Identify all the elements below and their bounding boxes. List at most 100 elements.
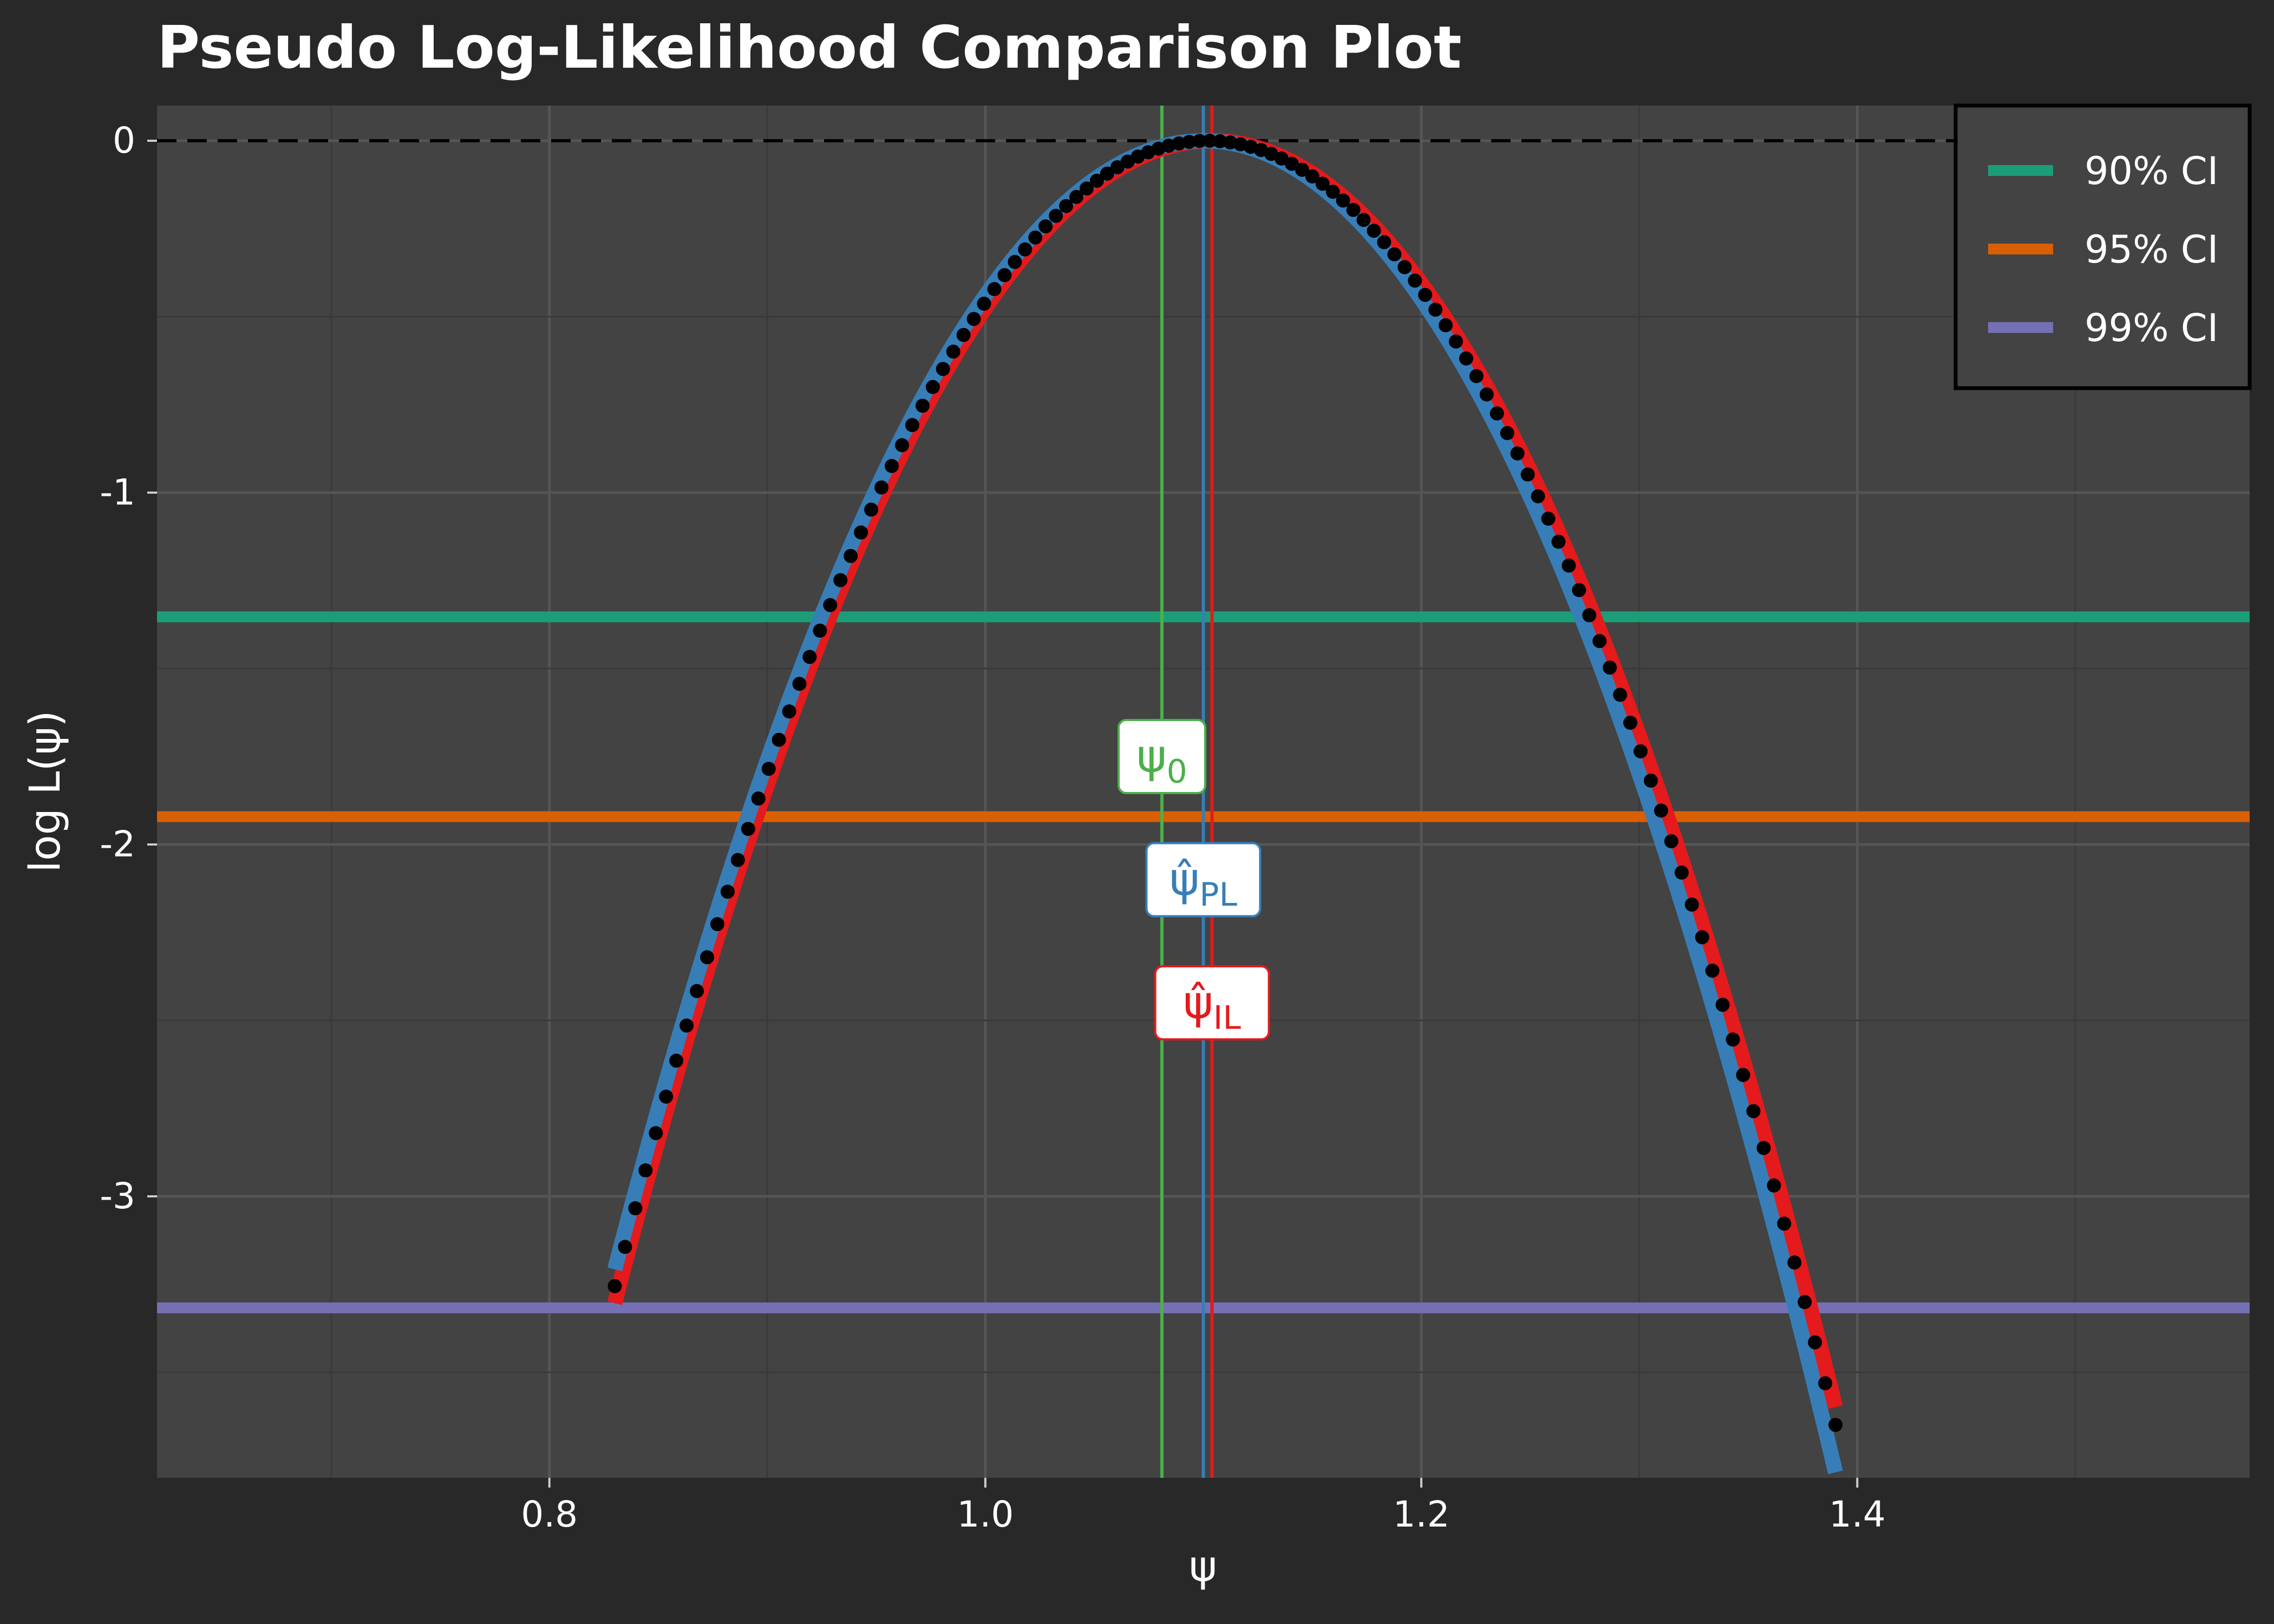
data-point (1439, 318, 1453, 332)
data-point (761, 762, 776, 776)
data-point (1756, 1141, 1771, 1155)
estimate-label: ψ0 (1118, 719, 1207, 794)
y-tick-label: -2 (100, 823, 135, 865)
data-point (669, 1053, 684, 1068)
data-point (1100, 166, 1114, 181)
data-point (1028, 230, 1043, 245)
data-point (1726, 1032, 1740, 1047)
data-point (864, 502, 879, 517)
data-point (1541, 512, 1556, 526)
data-point (1089, 173, 1104, 188)
legend-label: 90% CI (2084, 149, 2218, 193)
y-tick-label: 0 (113, 120, 135, 161)
data-point (1684, 898, 1699, 912)
data-point (607, 1279, 622, 1293)
data-point (730, 853, 745, 867)
data-point (1469, 369, 1484, 383)
data-point (1746, 1104, 1761, 1118)
data-point (885, 459, 899, 473)
y-tick-label: -1 (100, 472, 135, 513)
data-point (1356, 213, 1371, 227)
data-point (679, 1018, 694, 1033)
data-point (751, 791, 766, 806)
data-point (782, 704, 796, 719)
data-point (1479, 387, 1494, 402)
data-point (1561, 558, 1576, 573)
data-point (1408, 273, 1422, 288)
estimate-label-text: ψ̂IL (1183, 976, 1241, 1037)
data-point (1623, 716, 1638, 730)
data-point (710, 917, 724, 932)
data-point (956, 328, 971, 342)
data-point (1500, 426, 1514, 440)
data-point (936, 362, 950, 376)
data-point (792, 677, 807, 691)
data-point (1664, 834, 1678, 848)
data-point (1715, 998, 1730, 1012)
y-axis-title: log L(ψ) (21, 710, 70, 872)
data-point (1777, 1216, 1792, 1231)
estimate-label-box (1154, 965, 1270, 1040)
data-point (1510, 446, 1525, 461)
data-point (1633, 744, 1648, 758)
data-point (638, 1163, 653, 1177)
data-point (874, 480, 889, 495)
data-point (1018, 242, 1033, 257)
data-point (1059, 199, 1074, 213)
data-point (1551, 534, 1566, 549)
estimate-label-text: ψ̂PL (1169, 853, 1238, 914)
data-point (1377, 235, 1391, 250)
likelihood-points (607, 134, 1843, 1432)
estimate-label: ψ̂IL (1154, 965, 1270, 1040)
data-point (1305, 169, 1319, 184)
data-point (1828, 1418, 1843, 1432)
data-point (1787, 1255, 1802, 1270)
x-axis-title: ψ (1189, 1542, 1217, 1591)
data-point (700, 950, 714, 965)
data-point (772, 732, 786, 747)
data-point (1069, 189, 1083, 204)
data-point (1325, 185, 1340, 199)
data-point (1654, 803, 1668, 818)
y-tick-label: -3 (100, 1175, 135, 1217)
data-point (844, 549, 858, 563)
data-point (997, 268, 1012, 283)
data-point (1449, 334, 1463, 349)
data-point (1315, 176, 1330, 191)
data-point (1603, 660, 1617, 675)
data-point (1038, 219, 1053, 234)
x-tick-label: 0.8 (521, 1494, 578, 1535)
estimate-label: ψ̂PL (1145, 842, 1262, 918)
data-point (1418, 287, 1433, 302)
data-point (1008, 254, 1022, 269)
data-point (741, 822, 755, 836)
data-point (833, 573, 848, 587)
data-point (946, 344, 960, 359)
estimate-label-box (1118, 719, 1207, 794)
data-point (690, 984, 704, 998)
data-point (618, 1240, 632, 1254)
data-point (1295, 162, 1309, 177)
data-point (1213, 134, 1227, 148)
data-point (1582, 608, 1597, 623)
data-point (1613, 687, 1628, 702)
data-point (823, 598, 838, 612)
data-point (1736, 1068, 1750, 1082)
x-axis-ticks: 0.8 1.0 1.2 1.4 (521, 1478, 1886, 1535)
data-point (1346, 202, 1361, 217)
data-point (1397, 260, 1412, 274)
data-point (915, 398, 930, 413)
data-point (1203, 134, 1217, 148)
data-point (802, 650, 817, 664)
chart-title: Pseudo Log-Likelihood Comparison Plot (157, 14, 1462, 82)
data-point (987, 282, 1002, 296)
data-point (1489, 406, 1504, 421)
legend-label: 99% CI (2084, 306, 2218, 350)
data-point (659, 1089, 674, 1104)
data-point (1592, 634, 1607, 649)
data-point (905, 418, 919, 433)
data-point (895, 438, 909, 453)
data-point (1049, 208, 1063, 223)
data-point (1192, 134, 1207, 148)
